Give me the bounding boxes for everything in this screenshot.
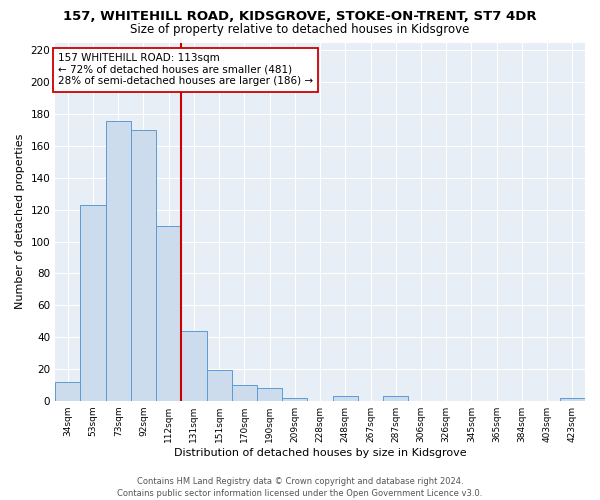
Bar <box>257 388 282 400</box>
Bar <box>383 396 409 400</box>
Bar <box>131 130 156 400</box>
Text: Contains HM Land Registry data © Crown copyright and database right 2024.
Contai: Contains HM Land Registry data © Crown c… <box>118 476 482 498</box>
Text: Size of property relative to detached houses in Kidsgrove: Size of property relative to detached ho… <box>130 22 470 36</box>
Bar <box>106 120 131 400</box>
Bar <box>332 396 358 400</box>
Bar <box>80 205 106 400</box>
Bar <box>560 398 585 400</box>
Y-axis label: Number of detached properties: Number of detached properties <box>15 134 25 310</box>
Text: 157, WHITEHILL ROAD, KIDSGROVE, STOKE-ON-TRENT, ST7 4DR: 157, WHITEHILL ROAD, KIDSGROVE, STOKE-ON… <box>63 10 537 23</box>
Bar <box>206 370 232 400</box>
Bar <box>181 330 206 400</box>
Bar <box>156 226 181 400</box>
X-axis label: Distribution of detached houses by size in Kidsgrove: Distribution of detached houses by size … <box>174 448 466 458</box>
Text: 157 WHITEHILL ROAD: 113sqm
← 72% of detached houses are smaller (481)
28% of sem: 157 WHITEHILL ROAD: 113sqm ← 72% of deta… <box>58 53 313 86</box>
Bar <box>232 385 257 400</box>
Bar <box>282 398 307 400</box>
Bar <box>55 382 80 400</box>
